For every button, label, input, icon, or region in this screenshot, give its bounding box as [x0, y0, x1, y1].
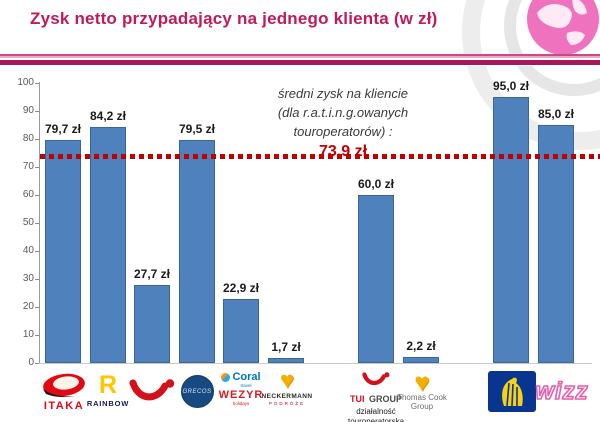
logo-neckermann: ♥ NECKERMANN PODRÓŻE: [257, 367, 317, 407]
average-annotation: średni zysk na kliencie (dla r.a.t.i.n.g…: [236, 84, 450, 161]
tui-group-sublabel: działalność: [356, 407, 396, 416]
logo-tui: [128, 379, 176, 405]
y-axis-tick-label: 40: [22, 245, 34, 256]
itaka-label: ITAKA: [43, 400, 85, 412]
coral-label: Coral: [232, 371, 261, 383]
bar-value-label: 79,7 zł: [44, 122, 82, 136]
logo-rainbow: R RAINBOW: [84, 371, 132, 409]
y-axis-tick-mark: [35, 335, 39, 336]
bar: [403, 357, 439, 363]
bar-value-label: 22,9 zł: [222, 281, 260, 295]
logo-tui-group: TUI GROUP działalność touroperatorska: [342, 372, 410, 422]
y-axis-tick-label: 90: [22, 105, 34, 116]
header-separator: [0, 54, 600, 66]
y-axis-tick-mark: [35, 111, 39, 112]
bar: [493, 97, 529, 363]
y-axis-tick-label: 0: [28, 357, 34, 368]
y-axis-tick-label: 30: [22, 273, 34, 284]
bar-value-label: 79,5 zł: [178, 122, 216, 136]
y-axis-tick-label: 70: [22, 161, 34, 172]
logo-ryanair: [487, 371, 537, 412]
bar: [90, 127, 126, 363]
coral-sublabel: travel: [240, 383, 252, 388]
bar: [538, 125, 574, 363]
logo-grecos: GRECOS: [180, 375, 214, 408]
bar: [179, 140, 215, 363]
bar-value-label: 85,0 zł: [537, 107, 575, 121]
annotation-line: (dla r.a.t.i.n.g.owanych: [277, 105, 409, 120]
tui-smile-icon: [129, 379, 175, 401]
y-axis-tick-mark: [35, 195, 39, 196]
neckermann-sublabel: PODRÓŻE: [268, 401, 306, 406]
neckermann-label: NECKERMANN: [261, 393, 313, 400]
y-axis-tick-label: 20: [22, 301, 34, 312]
wezyr-sublabel: holidays: [232, 401, 250, 406]
y-axis-tick-mark: [35, 83, 39, 84]
bar: [358, 195, 394, 363]
y-axis-line: [39, 82, 40, 364]
ryanair-harp-icon: [488, 371, 536, 412]
bar: [134, 285, 170, 363]
heart-icon: ♥: [414, 367, 430, 397]
tui-smile-icon: [362, 372, 390, 386]
logo-coral-wezyr: Coral travel WEZYR holidays: [214, 371, 268, 406]
bar-value-label: 95,0 zł: [492, 79, 530, 93]
itaka-icon: [43, 373, 85, 398]
y-axis-tick-mark: [35, 307, 39, 308]
bar: [45, 140, 81, 363]
bar-value-label: 60,0 zł: [357, 177, 395, 191]
thomas-cook-label2: Group: [410, 402, 434, 411]
bar-value-label: 1,7 zł: [271, 340, 301, 354]
coral-globe-icon: [221, 372, 231, 382]
y-axis-tick-mark: [35, 223, 39, 224]
logo-thomas-cook: ♥ Thomas Cook Group: [394, 367, 450, 411]
y-axis-tick-mark: [35, 251, 39, 252]
bar: [268, 358, 304, 363]
wezyr-label: WEZYR: [218, 389, 264, 401]
page-title: Zysk netto przypadający na jednego klien…: [30, 9, 438, 28]
logo-wizz: wizz: [530, 377, 594, 406]
y-axis-tick-mark: [35, 167, 39, 168]
annotation-line: średni zysk na kliencie: [277, 86, 409, 101]
globe-icon: [527, 0, 599, 55]
y-axis-tick-mark: [35, 363, 39, 364]
thomas-cook-label: Thomas Cook: [397, 393, 447, 402]
wizz-label: wizz: [535, 377, 589, 406]
y-axis-tick-label: 100: [17, 77, 34, 88]
logo-itaka: ITAKA: [35, 373, 93, 412]
grecos-icon: GRECOS: [180, 375, 214, 408]
y-axis-tick-label: 60: [22, 189, 34, 200]
tui-group-brand: TUI: [350, 394, 365, 404]
grecos-label: GRECOS: [182, 388, 212, 395]
heart-icon: ♥: [279, 367, 295, 394]
bar-value-label: 84,2 zł: [89, 109, 127, 123]
tui-group-sublabel: touroperatorska: [347, 417, 405, 422]
annotation-line: touroperatorów) :: [293, 124, 393, 139]
tui-group-brand2: GROUP: [368, 394, 402, 404]
x-axis-line: [39, 363, 592, 364]
bar-value-label: 27,7 zł: [133, 267, 171, 281]
average-reference-line: [40, 154, 600, 159]
y-axis-tick-label: 10: [22, 329, 34, 340]
y-axis-tick-mark: [35, 279, 39, 280]
bar: [223, 299, 259, 363]
bar-value-label: 2,2 zł: [406, 339, 436, 353]
y-axis-tick-mark: [35, 139, 39, 140]
y-axis-tick-label: 50: [22, 217, 34, 228]
rainbow-label: RAINBOW: [86, 399, 130, 408]
rainbow-r-icon: R: [98, 371, 118, 399]
y-axis-tick-label: 80: [22, 133, 34, 144]
